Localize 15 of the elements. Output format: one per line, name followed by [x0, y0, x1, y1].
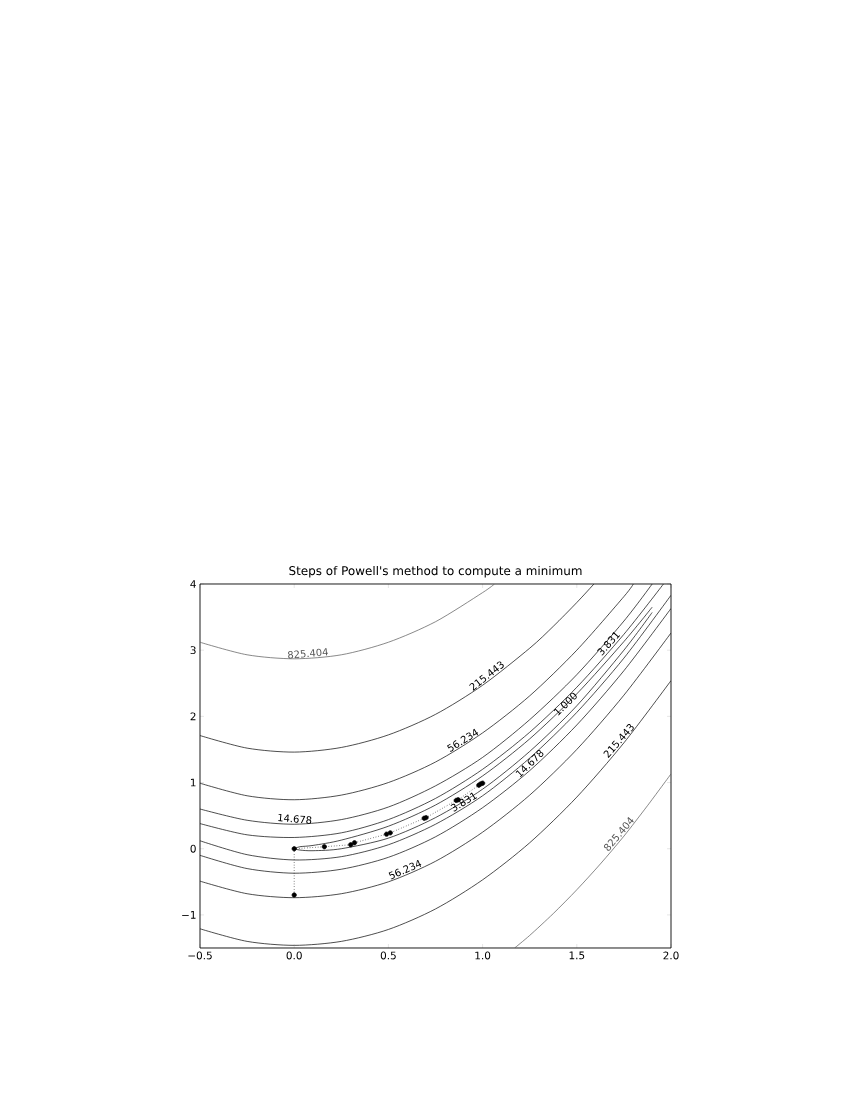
annotation: 14.678: [278, 813, 312, 824]
y-tick-label: 1: [190, 778, 196, 787]
annotation: 825.404: [288, 648, 328, 659]
x-tick-label: 1.5: [569, 951, 585, 960]
y-tick-label: 4: [190, 580, 196, 588]
y-tick-label: 0: [190, 844, 196, 853]
x-tick-label: 1.0: [475, 951, 491, 960]
x-tick-label: 0.0: [286, 951, 302, 960]
y-tick-label: 3: [190, 646, 196, 655]
x-tick-label: −0.5: [188, 951, 212, 960]
y-tick-label: 2: [190, 712, 196, 721]
x-tick-label: 2.0: [663, 951, 679, 960]
y-tick-label: −1: [182, 911, 196, 919]
x-tick-label: 0.5: [380, 951, 396, 960]
chart-title: Steps of Powell's method to compute a minimum: [289, 565, 582, 578]
